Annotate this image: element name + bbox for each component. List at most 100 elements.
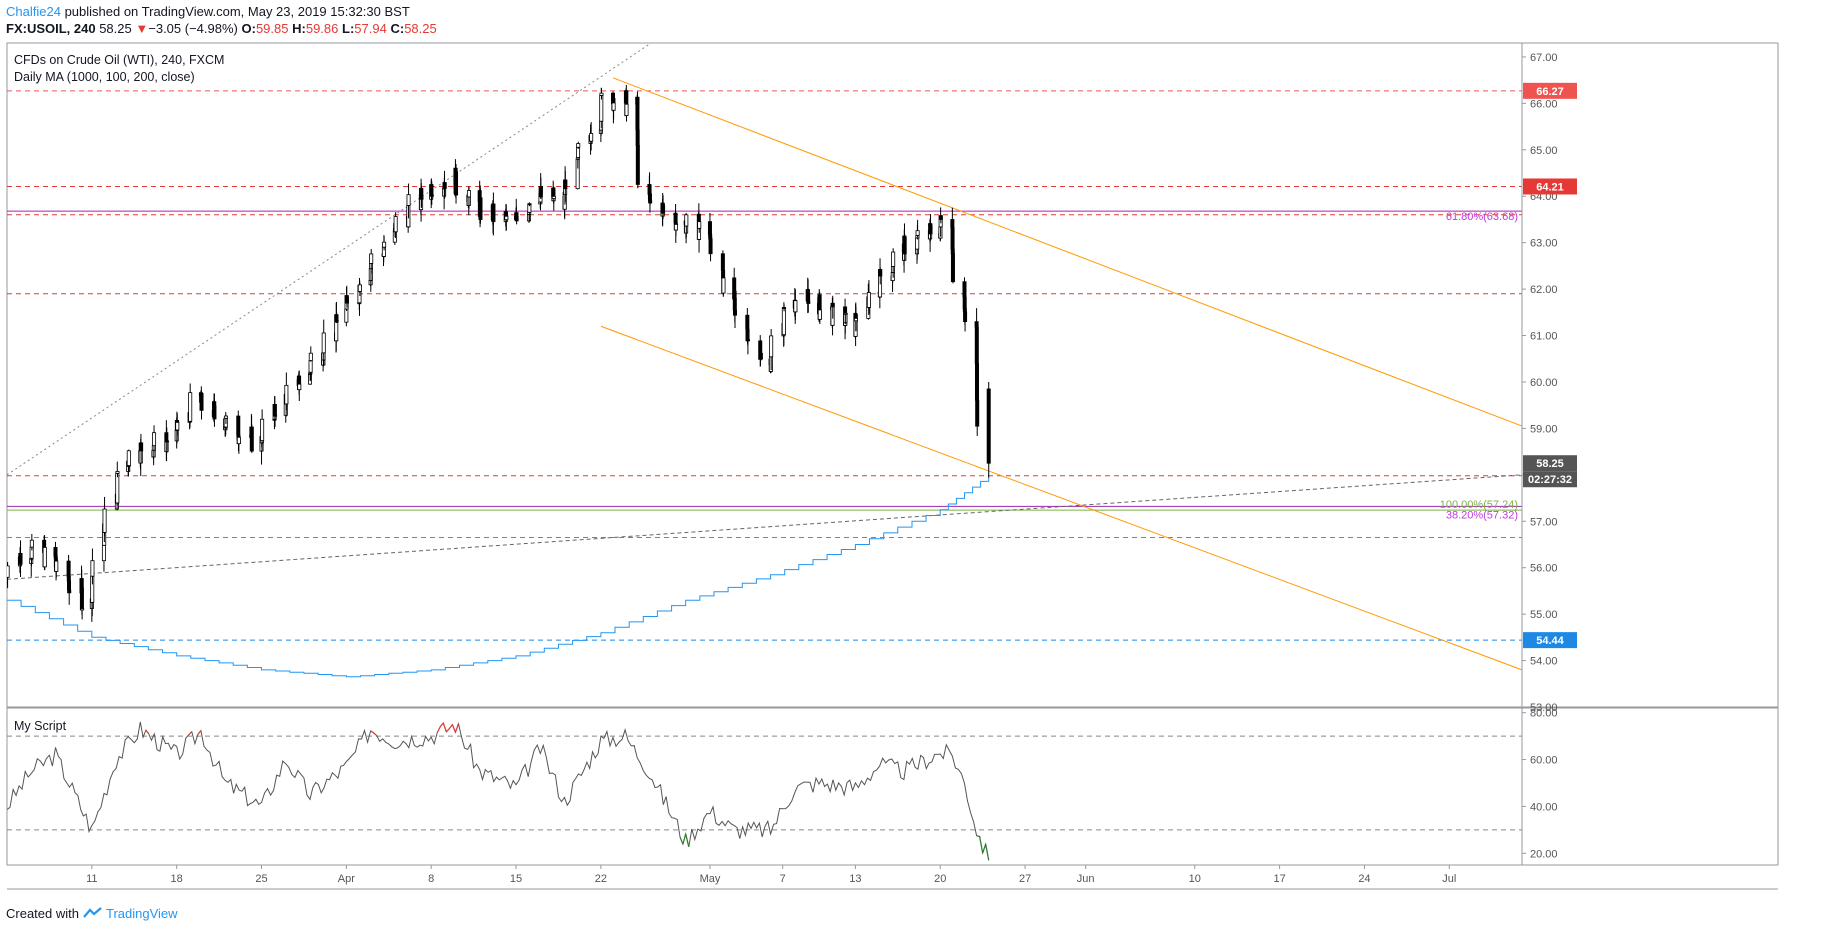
price-change: −3.05 (−4.98%) <box>148 21 238 36</box>
candle-body <box>478 197 483 220</box>
x-tick-label: Jun <box>1077 873 1095 885</box>
candle-body <box>236 436 241 445</box>
created-with-text: Created with <box>6 906 79 921</box>
price-tick-label: 55.00 <box>1530 609 1558 621</box>
candle-body <box>382 241 387 248</box>
candle-body <box>915 230 920 236</box>
price-badge <box>1523 471 1577 488</box>
candle-body <box>212 405 217 420</box>
sub-tick-label: 40.00 <box>1530 801 1558 813</box>
candle-body <box>950 253 955 283</box>
candle-body <box>466 190 471 198</box>
candle-body <box>357 284 362 292</box>
overbought-segment <box>188 731 193 736</box>
candle-body <box>491 203 496 223</box>
overbought-segment <box>448 724 453 729</box>
sub-pane-title: My Script <box>14 719 67 733</box>
publish-line: Chalfie24 published on TradingView.com, … <box>6 4 410 19</box>
candle-body <box>18 552 23 564</box>
candle-body <box>223 415 228 419</box>
sub-pane-frame <box>6 707 1779 866</box>
price-tick-label: 56.00 <box>1530 563 1558 575</box>
price-tick-label: 66.00 <box>1530 98 1558 110</box>
candle-body <box>115 471 120 474</box>
candle-body <box>986 388 991 464</box>
candle-body <box>806 301 811 304</box>
candle-body <box>102 508 107 533</box>
trend-line <box>7 474 1523 580</box>
ohlc-line: FX:USOIL, 240 58.25 ▼−3.05 (−4.98%) O:59… <box>6 21 437 36</box>
candle-body <box>576 143 581 148</box>
candle-body <box>589 133 594 142</box>
candle-body <box>139 442 144 452</box>
candle-body <box>273 414 278 417</box>
candle-body <box>42 547 47 568</box>
candle-body <box>454 171 459 196</box>
candle-body <box>745 339 750 342</box>
x-tick-label: 17 <box>1273 873 1285 885</box>
overbought-segment <box>145 729 150 735</box>
candle-body <box>284 384 289 405</box>
candle-body <box>708 238 713 255</box>
candle-body <box>758 352 763 360</box>
x-tick-label: 27 <box>1019 873 1031 885</box>
candle-body <box>963 311 968 323</box>
candle-body <box>697 221 702 229</box>
candle-body <box>563 179 568 190</box>
tradingview-brand[interactable]: TradingView <box>106 906 178 921</box>
price-tick-label: 54.00 <box>1530 656 1558 668</box>
x-tick-label: 25 <box>255 873 267 885</box>
price-tick-label: 62.00 <box>1530 284 1558 296</box>
tradingview-logo-icon <box>82 906 106 921</box>
candle-body <box>891 251 896 267</box>
candle-body <box>344 296 349 304</box>
candle-body <box>938 215 943 220</box>
candle-body <box>902 237 907 255</box>
price-badge-text: 02:27:32 <box>1528 474 1572 486</box>
x-tick-label: 22 <box>595 873 607 885</box>
author-link[interactable]: Chalfie24 <box>6 4 61 19</box>
candle-body <box>152 432 157 447</box>
close-label: C: <box>390 21 405 36</box>
candle-body <box>419 196 424 200</box>
candle-body <box>527 203 532 206</box>
price-badge <box>1523 455 1577 472</box>
overbought-segment <box>451 724 456 733</box>
symbol-label: FX:USOIL, 240 <box>6 21 96 36</box>
candle-body <box>830 302 835 308</box>
ma-legend-label: Daily MA (1000, 100, 200, close) <box>14 70 195 84</box>
candle-body <box>538 185 543 198</box>
price-tick-label: 59.00 <box>1530 423 1558 435</box>
price-tick-label: 60.00 <box>1530 377 1558 389</box>
candle-body <box>90 560 95 577</box>
trend-line <box>600 325 1523 671</box>
sub-tick-label: 20.00 <box>1530 848 1558 860</box>
candle-body <box>406 194 411 206</box>
close-value: 58.25 <box>404 21 437 36</box>
candle-body <box>684 214 689 227</box>
candle-body <box>442 182 447 189</box>
candle-body <box>429 194 434 197</box>
candle-body <box>975 399 980 427</box>
candle-body <box>721 277 726 294</box>
down-arrow-icon: ▼ <box>135 21 149 36</box>
price-tick-label: 61.00 <box>1530 331 1558 343</box>
sub-plot-layer <box>7 721 1522 861</box>
oversold-segment <box>679 837 684 845</box>
price-badge <box>1523 178 1577 195</box>
candle-body <box>164 440 169 443</box>
trend-line <box>612 77 1523 427</box>
oversold-segment <box>985 843 990 861</box>
oversold-segment <box>685 833 690 847</box>
fib-label: 61.80%(63.68) <box>1446 211 1518 223</box>
candle-body <box>624 103 629 116</box>
sub-tick-label: 80.00 <box>1530 708 1558 720</box>
price-badge-text: 58.25 <box>1536 458 1564 470</box>
fib-label: 38.20%(57.32) <box>1446 509 1518 521</box>
candle-body <box>260 418 265 441</box>
x-tick-label: May <box>700 873 721 885</box>
price-badge <box>1523 82 1577 99</box>
candle-body <box>854 318 859 322</box>
high-value: 59.86 <box>305 21 339 36</box>
